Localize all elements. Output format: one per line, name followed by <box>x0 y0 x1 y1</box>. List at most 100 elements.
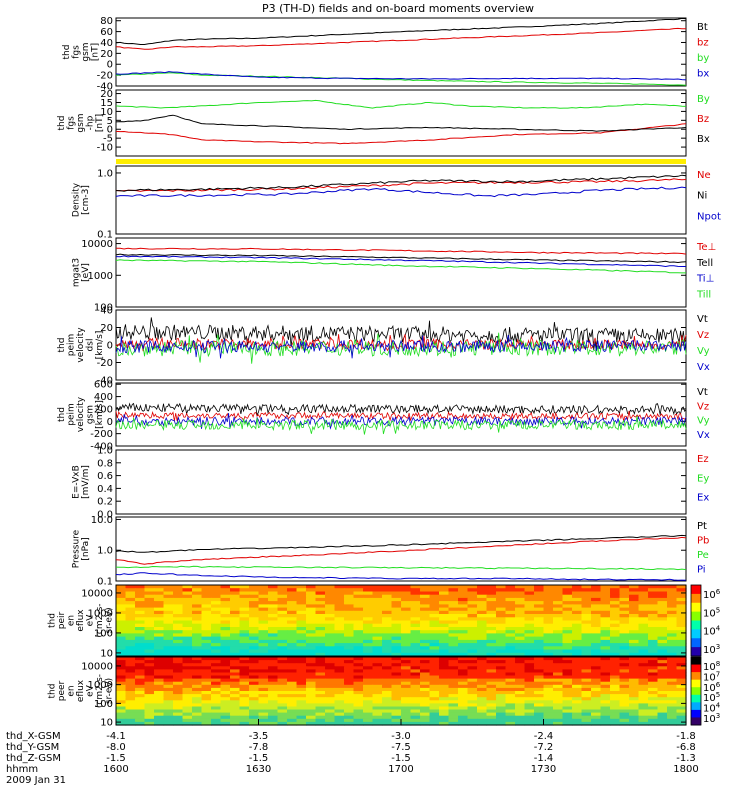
heatmap-cell <box>458 620 469 625</box>
heatmap-cell <box>410 623 421 628</box>
panel-frame <box>115 89 687 157</box>
heatmap-cell <box>619 687 630 692</box>
heatmap-cell <box>277 657 288 661</box>
heatmap-cell <box>638 633 649 638</box>
heatmap-cell <box>249 657 260 661</box>
heatmap-cell <box>553 678 564 683</box>
heatmap-cell <box>258 617 269 622</box>
heatmap-cell <box>648 649 659 654</box>
heatmap-cell <box>382 678 393 683</box>
y-tick-label: -40 <box>97 376 113 387</box>
heatmap-cell <box>277 700 288 704</box>
heatmap-cell <box>116 610 127 615</box>
heatmap-cell <box>619 636 630 641</box>
heatmap-cell <box>648 697 659 701</box>
heatmap-cell <box>268 620 279 625</box>
heatmap-cell <box>591 721 602 726</box>
heatmap-cell <box>610 703 621 708</box>
y-axis-label-line: gsm <box>81 42 91 61</box>
heatmap-cell <box>201 663 212 667</box>
heatmap-cell <box>467 588 478 592</box>
heatmap-cell <box>562 649 573 654</box>
heatmap-cell <box>505 591 516 596</box>
heatmap-cell <box>591 646 602 651</box>
heatmap-cell <box>173 623 184 628</box>
heatmap-cell <box>296 610 307 615</box>
heatmap-cell <box>467 669 478 674</box>
series-Bx <box>115 114 687 132</box>
heatmap-cell <box>477 678 488 683</box>
heatmap-cell <box>182 675 193 680</box>
heatmap-cell <box>572 697 583 701</box>
heatmap-cell <box>591 709 602 714</box>
heatmap-cell <box>382 604 393 609</box>
heatmap-cell <box>258 712 269 717</box>
heatmap-cell <box>372 639 383 644</box>
heatmap-cell <box>553 666 564 670</box>
heatmap-cell <box>344 703 355 708</box>
heatmap-cell <box>344 697 355 701</box>
heatmap-cell <box>220 672 231 677</box>
heatmap-cell <box>154 694 165 698</box>
heatmap-cell <box>116 691 127 695</box>
heatmap-cell <box>591 614 602 618</box>
heatmap-cell <box>287 607 298 612</box>
heatmap-cell <box>572 672 583 677</box>
heatmap-cell <box>382 672 393 677</box>
heatmap-cell <box>676 660 687 664</box>
heatmap-cell <box>372 678 383 683</box>
heatmap-cell <box>268 591 279 596</box>
heatmap-cell <box>619 691 630 695</box>
heatmap-cell <box>268 617 279 622</box>
heatmap-cell <box>116 614 127 618</box>
heatmap-cell <box>420 709 431 714</box>
heatmap-cell <box>410 630 421 634</box>
heatmap-cell <box>667 646 678 651</box>
heatmap-cell <box>182 669 193 674</box>
heatmap-cell <box>372 712 383 717</box>
heatmap-cell <box>448 681 459 686</box>
heatmap-cell <box>315 712 326 717</box>
heatmap-cell <box>334 712 345 717</box>
heatmap-cell <box>192 712 203 717</box>
heatmap-cell <box>572 597 583 602</box>
heatmap-cell <box>619 684 630 689</box>
y-axis-label-line: thd <box>48 684 58 699</box>
heatmap-cell <box>182 627 193 631</box>
heatmap-cell <box>562 610 573 615</box>
heatmap-cell <box>486 585 497 589</box>
heatmap-cell <box>211 681 222 686</box>
heatmap-cell <box>439 694 450 698</box>
heatmap-cell <box>524 712 535 717</box>
heatmap-cell <box>268 660 279 664</box>
heatmap-cell <box>363 588 374 592</box>
heatmap-cell <box>619 630 630 634</box>
heatmap-cell <box>401 712 412 717</box>
heatmap-cell <box>163 681 174 686</box>
heatmap-cell <box>239 649 250 654</box>
heatmap-cell <box>125 666 136 670</box>
heatmap-cell <box>534 691 545 695</box>
heatmap-cell <box>676 694 687 698</box>
heatmap-cell <box>629 620 640 625</box>
heatmap-cell <box>553 646 564 651</box>
heatmap-cell <box>429 681 440 686</box>
heatmap-cell <box>543 646 554 651</box>
heatmap-cell <box>182 617 193 622</box>
heatmap-cell <box>524 652 535 657</box>
heatmap-cell <box>534 657 545 661</box>
heatmap-cell <box>572 681 583 686</box>
heatmap-cell <box>249 684 260 689</box>
heatmap-cell <box>515 706 526 711</box>
heatmap-cell <box>363 620 374 625</box>
heatmap-cell <box>486 643 497 647</box>
heatmap-cell <box>524 630 535 634</box>
heatmap-cell <box>638 639 649 644</box>
heatmap-cell <box>315 652 326 657</box>
heatmap-cell <box>325 620 336 625</box>
heatmap-cell <box>420 715 431 720</box>
heatmap-cell <box>182 607 193 612</box>
heatmap-cell <box>581 643 592 647</box>
heatmap-cell <box>135 604 146 609</box>
